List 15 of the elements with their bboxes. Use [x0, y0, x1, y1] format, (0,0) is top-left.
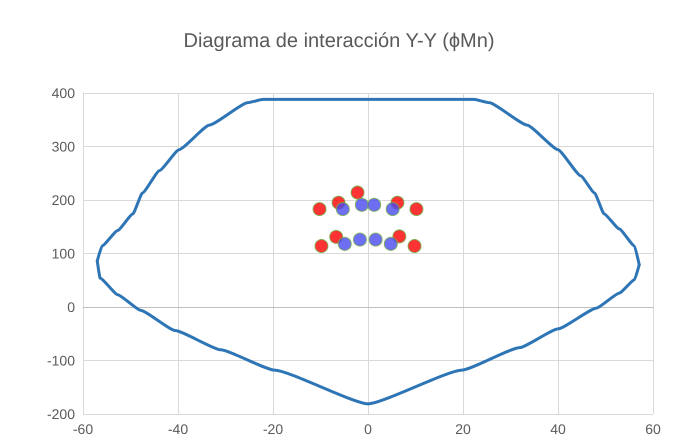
y-tick-label: 100: [52, 246, 76, 262]
y-tick-label: 300: [52, 138, 76, 154]
y-tick-label: -100: [46, 352, 76, 368]
x-tick-label: -20: [262, 421, 284, 437]
y-tick-label: 200: [52, 192, 76, 208]
y-tick-label: 0: [67, 299, 76, 315]
x-tick-label: 20: [455, 421, 471, 437]
x-tick-label: 60: [645, 421, 661, 437]
y-tick-label: 400: [52, 85, 76, 101]
x-tick-label: 40: [550, 421, 566, 437]
x-tick-label: 0: [364, 421, 372, 437]
x-tick-label: -60: [72, 421, 94, 437]
x-tick-label: -40: [168, 421, 188, 437]
chart-title: Diagrama de interacción Y-Y (ϕMn): [184, 30, 494, 52]
y-tick-label: -200: [46, 406, 76, 422]
